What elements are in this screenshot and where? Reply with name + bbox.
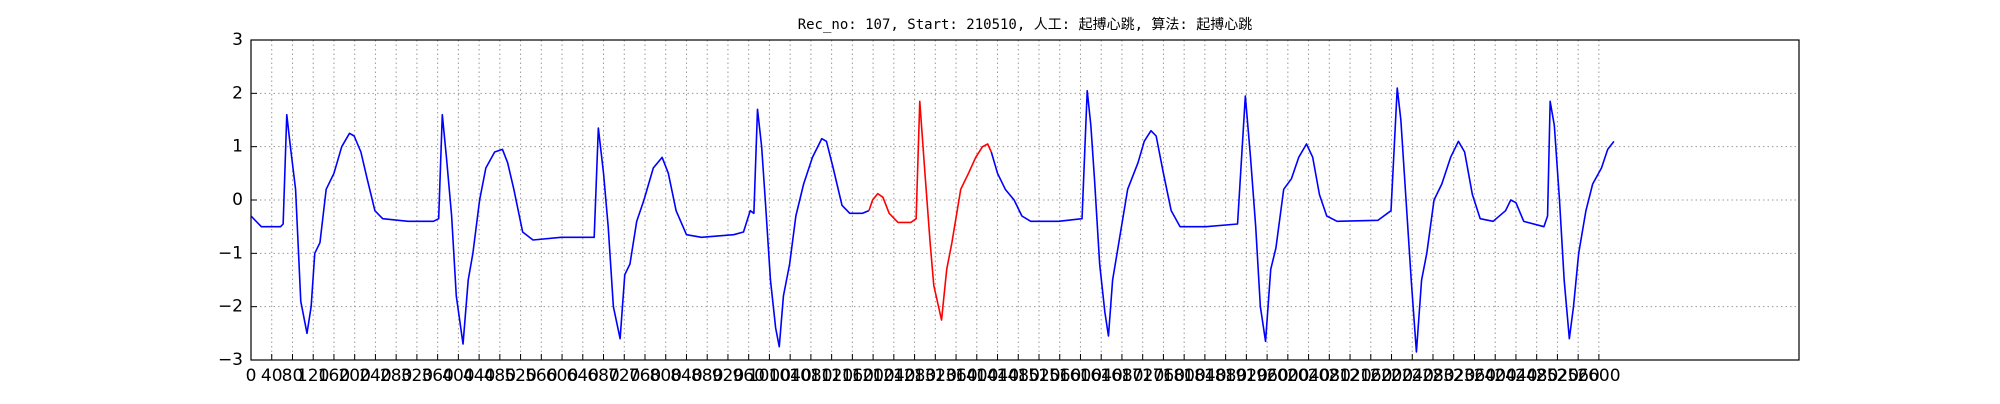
ecg-line (868, 100, 993, 321)
x-tick-label: 1920 (1225, 366, 1268, 386)
x-tick-label: 2560 (1557, 366, 1600, 386)
x-tick-label: 1720 (1121, 366, 1164, 386)
chart-title: Rec_no: 107, Start: 210510, 人工: 起搏心跳, 算法… (798, 16, 1253, 33)
x-tick-label: 1640 (1080, 366, 1123, 386)
x-tick-label: 1480 (997, 366, 1040, 386)
x-tick-label: 1520 (1017, 366, 1060, 386)
x-tick-label: 320 (401, 366, 433, 386)
x-tick-label: 1440 (976, 366, 1019, 386)
ecg-line (990, 87, 1615, 353)
x-tick-label: 2120 (1328, 366, 1371, 386)
y-tick-label: −2 (218, 297, 243, 317)
x-tick-label: 1840 (1183, 366, 1226, 386)
x-tick-label: 1560 (1038, 366, 1081, 386)
y-tick-label: 1 (232, 137, 243, 157)
y-tick-label: −3 (218, 350, 243, 370)
x-tick-label: 0 (246, 366, 257, 386)
x-tick-label: 1360 (934, 366, 977, 386)
x-tick-label: 1400 (955, 366, 998, 386)
y-tick-label: 0 (232, 190, 243, 210)
x-tick-label: 280 (380, 366, 412, 386)
x-tick-label: 2480 (1515, 366, 1558, 386)
y-tick-label: 3 (232, 30, 243, 50)
x-tick-label: 1680 (1100, 366, 1143, 386)
x-tick-label: 1800 (1163, 366, 1206, 386)
x-tick-label: 2240 (1391, 366, 1434, 386)
x-tick-label: 400 (442, 366, 474, 386)
x-tick-label: 1600 (1059, 366, 1102, 386)
ecg-line (250, 108, 870, 348)
x-tick-label: 960 (732, 366, 764, 386)
x-tick-label: 2200 (1370, 366, 1413, 386)
x-tick-label: 800 (650, 366, 682, 386)
x-tick-label: 760 (629, 366, 661, 386)
x-tick-label: 920 (712, 366, 744, 386)
x-tick-label: 1120 (810, 366, 853, 386)
x-tick-label: 2040 (1287, 366, 1330, 386)
x-tick-label: 560 (525, 366, 557, 386)
x-tick-label: 2280 (1411, 366, 1454, 386)
x-tick-label: 2080 (1308, 366, 1351, 386)
x-tick-label: 2000 (1266, 366, 1309, 386)
x-tick-label: 720 (608, 366, 640, 386)
x-tick-label: 1320 (914, 366, 957, 386)
x-tick-label: 2160 (1349, 366, 1392, 386)
x-tick-label: 1280 (893, 366, 936, 386)
x-tick-label: 1080 (789, 366, 832, 386)
x-tick-label: 880 (691, 366, 723, 386)
x-tick-label: 1000 (748, 366, 791, 386)
x-tick-label: 520 (504, 366, 536, 386)
x-tick-label: 480 (484, 366, 516, 386)
x-tick-label: 2520 (1536, 366, 1579, 386)
x-tick-label: 1040 (769, 366, 812, 386)
x-tick-label: 360 (421, 366, 453, 386)
x-tick-label: 160 (318, 366, 350, 386)
x-tick-label: 80 (282, 366, 304, 386)
y-tick-label: 2 (232, 83, 243, 103)
x-tick-label: 200 (338, 366, 370, 386)
x-tick-label: 120 (297, 366, 329, 386)
x-tick-label: 1880 (1204, 366, 1247, 386)
x-tick-label: 1760 (1142, 366, 1185, 386)
x-tick-label: 1240 (872, 366, 915, 386)
x-tick-label: 840 (670, 366, 702, 386)
x-tick-label: 2400 (1474, 366, 1517, 386)
x-tick-label: 240 (359, 366, 391, 386)
x-tick-label: 2440 (1494, 366, 1537, 386)
x-tick-label: 440 (463, 366, 495, 386)
x-tick-label: 1960 (1245, 366, 1288, 386)
y-tick-label: −1 (218, 243, 243, 263)
x-tick-label: 600 (546, 366, 578, 386)
x-tick-label: 680 (587, 366, 619, 386)
x-tick-label: 2360 (1453, 366, 1496, 386)
x-tick-label: 640 (567, 366, 599, 386)
x-tick-label: 2600 (1577, 366, 1620, 386)
x-tick-label: 2320 (1432, 366, 1475, 386)
plot-frame (250, 39, 1800, 361)
x-tick-label: 1160 (831, 366, 874, 386)
x-tick-label: 40 (261, 366, 283, 386)
x-tick-label: 1200 (851, 366, 894, 386)
